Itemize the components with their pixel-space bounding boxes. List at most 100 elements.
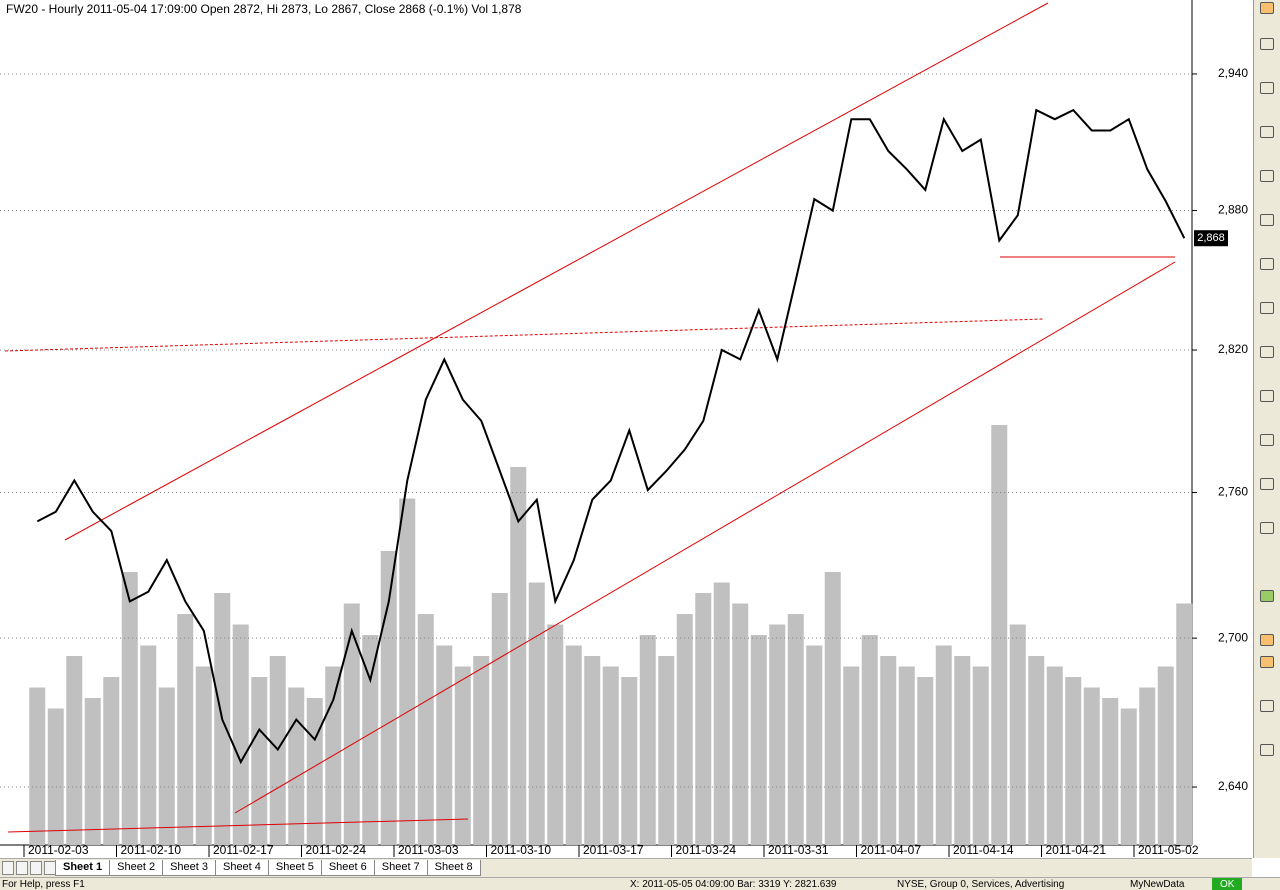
volume-bar (824, 572, 841, 845)
volume-bar (787, 614, 804, 845)
sheet-tab[interactable]: Sheet 3 (162, 860, 216, 876)
sheet-tab[interactable]: Sheet 7 (373, 860, 428, 876)
volume-bar (917, 677, 934, 845)
sheet-tab[interactable]: Sheet 6 (320, 860, 375, 876)
volume-bar (547, 624, 564, 845)
volume-bar (676, 614, 693, 845)
tool-button[interactable] (1260, 346, 1274, 358)
tool-button[interactable] (1260, 126, 1274, 138)
volume-bar (121, 572, 138, 845)
volume-bar (399, 498, 416, 845)
chart-title: FW20 - Hourly 2011-05-04 17:09:00 Open 2… (6, 2, 522, 16)
tab-nav-button[interactable] (30, 861, 42, 875)
x-tick-label: 2011-02-24 (306, 843, 367, 857)
tool-button[interactable] (1260, 302, 1274, 314)
volume-bar (732, 603, 749, 845)
volume-bar (1176, 603, 1193, 845)
volume-bar (806, 645, 823, 845)
volume-bar (454, 666, 471, 845)
volume-bar (528, 582, 545, 845)
volume-bar (29, 687, 46, 845)
volume-bar (1120, 708, 1137, 845)
tool-button[interactable] (1260, 590, 1274, 602)
status-text: X: 2011-05-05 04:09:00 Bar: 3319 Y: 2821… (630, 879, 837, 890)
chart: FW20 - Hourly 2011-05-04 17:09:00 Open 2… (0, 0, 1249, 858)
sheet-tab[interactable]: Sheet 5 (267, 860, 322, 876)
tool-button[interactable] (1260, 82, 1274, 94)
trendline (64, 2, 1049, 541)
volume-bar (880, 656, 897, 845)
volume-bar (972, 666, 989, 845)
price-tag-label: 2,868 (1197, 232, 1225, 244)
volume-bar (84, 698, 101, 845)
volume-bar (658, 656, 675, 845)
grid-layer (0, 73, 1192, 788)
volume-bar (1157, 666, 1174, 845)
sheet-tab[interactable]: Sheet 1 (55, 860, 111, 876)
status-text: MyNewData (1130, 879, 1185, 890)
trendlines (4, 2, 1176, 833)
tool-button[interactable] (1260, 656, 1274, 668)
tool-button[interactable] (1260, 2, 1274, 14)
x-tick-label: 2011-02-10 (121, 843, 182, 857)
status-text: For Help, press F1 (2, 879, 85, 890)
volume-bar (1046, 666, 1063, 845)
volume-bar (66, 656, 83, 845)
volume-bar (380, 551, 397, 845)
tab-nav-button[interactable] (2, 861, 14, 875)
volume-layer (29, 425, 1193, 845)
trendline (7, 818, 469, 833)
sheet-tab[interactable]: Sheet 2 (109, 860, 164, 876)
volume-bar (417, 614, 434, 845)
volume-bar (362, 635, 379, 845)
sheet-tab[interactable]: Sheet 4 (214, 860, 269, 876)
volume-bar (195, 666, 212, 845)
tool-button[interactable] (1260, 478, 1274, 490)
x-tick-label: 2011-03-17 (583, 843, 644, 857)
y-tick-label: 2,880 (1218, 203, 1248, 217)
volume-bar (1139, 687, 1156, 845)
volume-bar (695, 593, 712, 845)
volume-bar (602, 666, 619, 845)
volume-bar (769, 624, 786, 845)
tool-button[interactable] (1260, 170, 1274, 182)
volume-bar (140, 645, 157, 845)
trendline (234, 261, 1176, 814)
status-text: NYSE, Group 0, Services, Advertising (897, 879, 1065, 890)
tool-button[interactable] (1260, 522, 1274, 534)
volume-bar (621, 677, 638, 845)
tool-button[interactable] (1260, 744, 1274, 756)
volume-bar (565, 645, 582, 845)
volume-bar (232, 624, 249, 845)
sheet-tabs: Sheet 1 Sheet 2 Sheet 3 Sheet 4 Sheet 5 Sheet… (0, 858, 1252, 877)
price-layer (36, 108, 1186, 765)
tab-nav-button[interactable] (16, 861, 28, 875)
status-text: OK (1212, 878, 1243, 890)
x-tick-label: 2011-03-10 (491, 843, 552, 857)
tool-button[interactable] (1260, 700, 1274, 712)
volume-bar (584, 656, 601, 845)
tool-button[interactable] (1260, 258, 1274, 270)
price-line (36, 108, 1186, 765)
volume-bar (1009, 624, 1026, 845)
volume-bar (158, 687, 175, 845)
sheet-tab[interactable]: Sheet 8 (426, 860, 481, 876)
volume-bar (491, 593, 508, 845)
volume-bar (954, 656, 971, 845)
tool-button[interactable] (1260, 390, 1274, 402)
tool-button[interactable] (1260, 434, 1274, 446)
volume-bar (177, 614, 194, 845)
volume-bar (47, 708, 64, 845)
tool-button[interactable] (1260, 634, 1274, 646)
price-tag-box (1194, 230, 1228, 247)
volume-bar (103, 677, 120, 845)
volume-bar (288, 687, 305, 845)
volume-bar (1028, 656, 1045, 845)
tool-button[interactable] (1260, 38, 1274, 50)
volume-bar (750, 635, 767, 845)
volume-bar (510, 467, 527, 845)
tool-button[interactable] (1260, 214, 1274, 226)
volume-bar (991, 425, 1008, 845)
volume-bar (343, 603, 360, 845)
